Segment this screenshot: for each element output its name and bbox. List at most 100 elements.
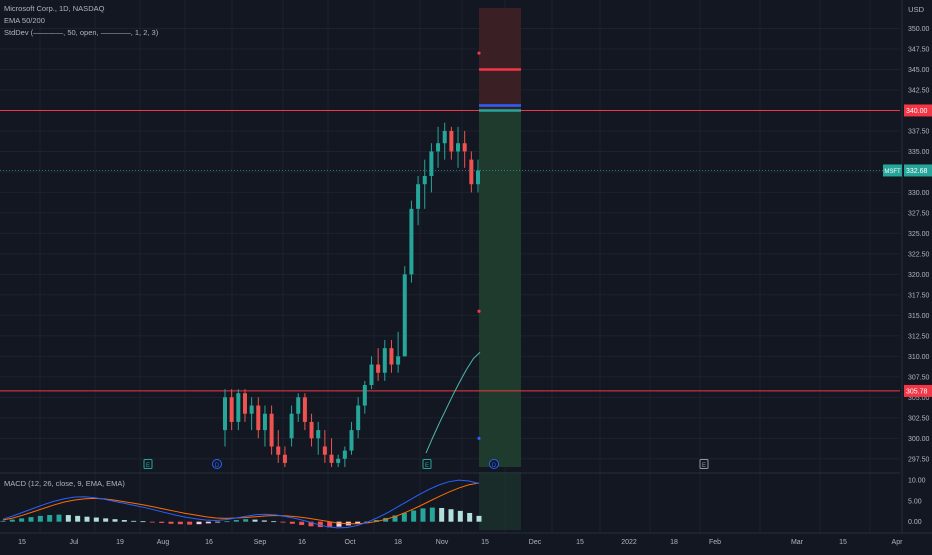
- macd-histogram-bar: [131, 520, 137, 522]
- macd-histogram-bar: [476, 515, 482, 522]
- candle-body: [223, 397, 227, 431]
- take-profit-zone-macd: [479, 472, 521, 530]
- time-axis-tick: Mar: [791, 539, 804, 546]
- price-badge: MSFT 332.68: [883, 164, 932, 177]
- candle-body: [436, 143, 441, 152]
- candle-body: [462, 143, 467, 152]
- level-price-badge: [904, 384, 932, 397]
- macd-histogram-bar: [224, 521, 230, 523]
- macd-histogram-bar: [448, 509, 454, 522]
- macd-histogram-bar: [196, 521, 202, 525]
- candle-body: [422, 176, 427, 185]
- macd-histogram-bar: [243, 519, 249, 522]
- macd-histogram-bar: [121, 520, 127, 522]
- macd-histogram-bar: [0, 520, 6, 522]
- ema-legend[interactable]: EMA 50/200: [4, 16, 45, 25]
- time-axis-tick: 2022: [621, 539, 637, 546]
- event-marker-label: D: [215, 463, 220, 469]
- macd-histogram-bar: [215, 521, 221, 523]
- candle-body: [402, 274, 407, 357]
- price-axis-tick: 305.00: [908, 395, 930, 402]
- currency-label[interactable]: USD: [908, 5, 924, 14]
- candle: [296, 393, 301, 422]
- price-axis-tick: 297.50: [908, 456, 930, 463]
- time-axis-tick: Jul: [70, 539, 79, 546]
- candle-body: [302, 397, 307, 422]
- candle-body: [356, 405, 361, 431]
- time-axis-tick: Feb: [709, 539, 721, 546]
- macd-legend[interactable]: MACD (12, 26, close, 9, EMA, EMA): [4, 479, 125, 488]
- macd-histogram-bar: [327, 521, 333, 528]
- event-marker-label: E: [146, 463, 150, 469]
- candle-body: [276, 446, 281, 455]
- event-marker-label: D: [492, 463, 497, 469]
- price-axis-tick: 317.50: [908, 292, 930, 299]
- macd-histogram-bar: [177, 521, 183, 525]
- candle-body: [289, 413, 294, 439]
- candle: [242, 389, 247, 422]
- candle-body: [449, 130, 454, 152]
- macd-histogram-bar: [75, 515, 81, 522]
- candle-body: [229, 397, 234, 422]
- time-axis-tick: 18: [670, 539, 678, 546]
- time-axis-tick: 15: [576, 539, 584, 546]
- candle: [436, 126, 441, 168]
- price-axis-tick: 307.50: [908, 374, 930, 381]
- position-marker-dot: [477, 436, 481, 440]
- macd-histogram-bar: [429, 507, 435, 522]
- symbol-title[interactable]: Microsoft Corp., 1D, NASDAQ: [4, 4, 105, 13]
- event-marker-label: E: [702, 463, 706, 469]
- macd-histogram-bar: [411, 510, 417, 522]
- macd-axis-tick: 5.00: [908, 498, 922, 505]
- earnings-marker-icon: [143, 459, 153, 469]
- dividend-marker-icon: [212, 459, 222, 469]
- candle-body: [322, 446, 327, 455]
- macd-signal-line: [2, 482, 480, 525]
- candle: [462, 130, 467, 168]
- macd-histogram-bar: [9, 519, 15, 522]
- candle: [282, 446, 287, 467]
- candle: [223, 389, 227, 447]
- candle: [322, 430, 327, 463]
- macd-histogram-bar: [205, 521, 211, 524]
- candle: [416, 176, 421, 226]
- macd-histogram-bar: [252, 519, 258, 522]
- candle: [476, 159, 480, 193]
- macd-histogram-bar: [149, 521, 155, 523]
- macd-histogram-bar: [65, 515, 71, 522]
- candle: [336, 454, 341, 467]
- event-marker: D: [212, 459, 222, 469]
- price-axis-tick: 327.50: [908, 210, 930, 217]
- candle-body: [309, 421, 314, 439]
- time-axis-tick: 18: [394, 539, 402, 546]
- dividend-marker-icon: [489, 459, 499, 469]
- candle-body: [382, 348, 387, 373]
- earnings-marker-icon: [422, 459, 432, 469]
- macd-axis-tick: 0.00: [908, 519, 922, 526]
- candle: [422, 159, 427, 209]
- candle-body: [262, 413, 267, 431]
- candle: [429, 143, 434, 193]
- time-axis-tick: Sep: [254, 539, 267, 546]
- candle-body: [362, 385, 367, 406]
- candle-body: [396, 356, 401, 365]
- candle-body: [469, 159, 474, 185]
- candle-body: [316, 430, 321, 439]
- candle: [449, 126, 454, 160]
- stddev-legend[interactable]: StdDev (————, 50, open, ————, 1, 2, 3): [4, 28, 159, 37]
- macd-histogram-bar: [308, 521, 314, 527]
- macd-histogram-bar: [401, 512, 407, 522]
- macd-histogram-bar: [336, 521, 342, 527]
- candle-body: [389, 348, 394, 365]
- price-axis-tick: 312.50: [908, 333, 930, 340]
- candle: [262, 405, 267, 447]
- last-price-label: 332.68: [906, 168, 928, 175]
- candle-body: [296, 397, 301, 414]
- macd-histogram-bar: [140, 521, 146, 523]
- candle-body: [456, 143, 461, 152]
- candle: [409, 200, 414, 283]
- level-price-label: 305.78: [906, 388, 928, 395]
- candle-body: [256, 405, 261, 431]
